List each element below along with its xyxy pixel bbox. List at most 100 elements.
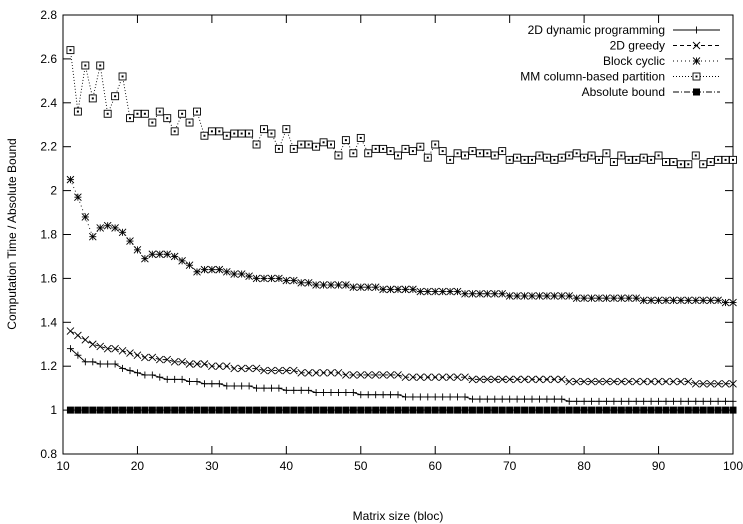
point-marker bbox=[535, 292, 544, 300]
x-tick-label: 40 bbox=[280, 459, 294, 473]
point-marker bbox=[580, 294, 588, 302]
point-marker-dot bbox=[285, 128, 288, 131]
point-marker bbox=[677, 296, 685, 305]
series bbox=[66, 345, 737, 405]
point-marker bbox=[707, 406, 715, 414]
point-marker bbox=[647, 377, 655, 386]
point-marker bbox=[677, 377, 685, 386]
point-marker bbox=[550, 406, 558, 414]
point-marker bbox=[96, 406, 104, 414]
point-marker bbox=[677, 406, 685, 414]
point-marker-dot bbox=[352, 152, 355, 155]
point-marker-dot bbox=[203, 134, 206, 137]
point-marker bbox=[647, 296, 655, 305]
point-marker bbox=[111, 344, 119, 353]
point-marker-dot bbox=[523, 158, 526, 161]
point-marker bbox=[699, 406, 707, 414]
point-marker bbox=[290, 406, 298, 414]
point-marker-dot bbox=[99, 64, 102, 67]
point-marker bbox=[357, 406, 365, 414]
point-marker bbox=[305, 406, 313, 414]
point-marker bbox=[386, 285, 395, 294]
point-marker-dot bbox=[188, 121, 191, 124]
point-marker bbox=[222, 267, 231, 276]
point-marker bbox=[602, 377, 611, 386]
point-marker bbox=[498, 289, 507, 298]
point-marker-dot bbox=[441, 150, 444, 153]
point-marker bbox=[483, 406, 491, 414]
point-marker bbox=[387, 406, 395, 414]
point-marker bbox=[342, 371, 350, 379]
point-marker bbox=[163, 355, 172, 364]
point-marker bbox=[535, 375, 544, 384]
point-marker bbox=[356, 283, 365, 291]
point-marker bbox=[573, 406, 581, 414]
point-marker bbox=[714, 379, 722, 388]
point-marker-dot bbox=[635, 158, 638, 161]
point-marker-dot bbox=[717, 158, 720, 161]
point-marker bbox=[543, 375, 551, 384]
point-marker bbox=[587, 377, 596, 386]
point-marker-dot bbox=[605, 152, 608, 155]
point-marker bbox=[588, 406, 596, 414]
point-marker bbox=[349, 371, 358, 379]
point-marker-dot bbox=[106, 112, 109, 115]
point-marker bbox=[722, 406, 730, 414]
point-marker bbox=[193, 406, 201, 414]
point-marker bbox=[81, 213, 90, 221]
point-marker-dot bbox=[76, 110, 79, 113]
point-marker bbox=[356, 371, 365, 379]
point-marker bbox=[662, 406, 670, 414]
point-marker-dot bbox=[598, 158, 600, 161]
point-marker bbox=[721, 379, 730, 388]
point-marker bbox=[89, 406, 97, 414]
x-tick-label: 50 bbox=[354, 459, 368, 473]
point-marker bbox=[617, 377, 626, 386]
point-marker bbox=[416, 373, 425, 381]
point-marker bbox=[669, 296, 678, 305]
point-marker bbox=[513, 292, 521, 300]
y-tick-label: 0.8 bbox=[40, 447, 57, 461]
point-marker bbox=[513, 406, 521, 414]
point-marker bbox=[684, 296, 693, 305]
point-marker bbox=[81, 406, 89, 414]
point-marker bbox=[729, 406, 737, 414]
x-tick-label: 20 bbox=[131, 459, 145, 473]
point-marker bbox=[453, 373, 462, 381]
point-marker bbox=[572, 377, 581, 386]
point-marker bbox=[662, 296, 670, 305]
point-marker bbox=[118, 228, 127, 237]
point-marker-dot bbox=[337, 154, 340, 157]
point-marker bbox=[706, 296, 715, 305]
point-marker bbox=[267, 274, 276, 283]
point-marker bbox=[468, 406, 476, 414]
y-tick-label: 1.6 bbox=[40, 271, 57, 285]
point-marker bbox=[655, 406, 663, 414]
point-marker bbox=[379, 285, 387, 294]
point-marker-dot bbox=[411, 150, 414, 153]
point-marker bbox=[133, 351, 142, 360]
point-marker-dot bbox=[233, 132, 236, 135]
point-marker bbox=[267, 406, 275, 414]
point-marker bbox=[654, 296, 663, 305]
point-marker bbox=[431, 373, 440, 381]
point-marker bbox=[624, 377, 633, 386]
point-marker-dot bbox=[277, 147, 280, 150]
point-marker bbox=[208, 362, 216, 371]
point-marker-dot bbox=[516, 156, 519, 159]
point-marker bbox=[88, 340, 97, 349]
point-marker bbox=[438, 287, 447, 296]
point-marker-dot bbox=[694, 154, 697, 157]
point-marker-dot bbox=[449, 158, 452, 161]
point-marker bbox=[275, 406, 283, 414]
y-tick-label: 2.2 bbox=[40, 140, 57, 154]
point-marker bbox=[185, 261, 194, 270]
point-marker bbox=[349, 406, 357, 414]
point-marker bbox=[133, 246, 142, 254]
point-marker-dot bbox=[612, 161, 615, 164]
point-marker bbox=[610, 294, 618, 302]
point-marker-dot bbox=[426, 156, 429, 159]
point-marker bbox=[66, 175, 75, 184]
point-marker bbox=[416, 287, 425, 296]
